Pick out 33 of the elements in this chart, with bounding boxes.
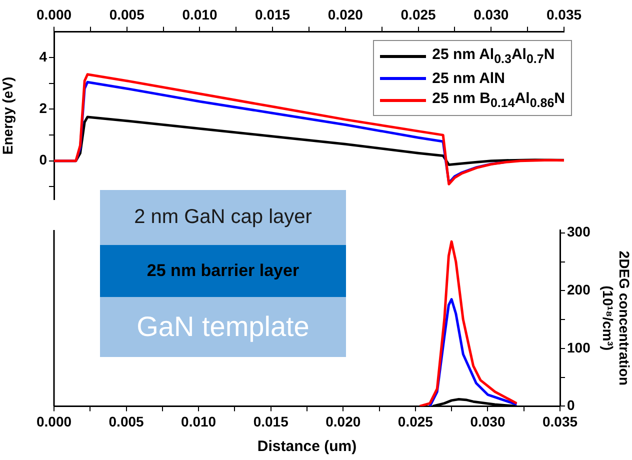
x-tick-label: 0.000 xyxy=(36,413,72,430)
y-tick-label: 0 xyxy=(39,152,48,168)
legend-label: 25 nm Al$_{0.3}$Al$_{0.7}$N xyxy=(432,46,555,66)
y-tick-label: 100 xyxy=(567,339,591,356)
y-tick-label: 0 xyxy=(567,397,575,414)
x-tick-label: 0.030 xyxy=(470,413,506,430)
y-tick-label: 2 xyxy=(39,100,48,116)
x-tick-label: 0.010 xyxy=(182,6,218,22)
x-axis-title: Distance (um) xyxy=(257,438,357,456)
y-tick-label: 200 xyxy=(567,282,591,298)
x-tick-label: 0.025 xyxy=(400,6,436,22)
x-tick-label: 0.020 xyxy=(326,413,361,430)
layer-stack: 2 nm GaN cap layer 25 nm barrier layer GaN template xyxy=(100,190,346,357)
x-tick-label: 0.025 xyxy=(398,413,434,430)
annotation: 25 nm barrier layer xyxy=(146,261,300,281)
x-tick-label: 0.035 xyxy=(542,413,578,430)
y-axis-title: Energy (eV) xyxy=(0,76,16,155)
x-tick-label: 0.000 xyxy=(36,6,72,22)
x-tick-label: 0.005 xyxy=(109,6,145,22)
y-tick-label: 300 xyxy=(567,224,591,240)
x-tick-label: 0.030 xyxy=(474,6,509,22)
annotation: GaN template xyxy=(136,311,310,343)
legend-label: 25 nm AlN xyxy=(432,70,505,86)
x-tick-label: 0.010 xyxy=(181,413,216,430)
y-tick-label: 4 xyxy=(39,48,48,64)
x-tick-label: 0.015 xyxy=(255,6,290,22)
x-tick-label: 0.035 xyxy=(546,6,582,22)
text: 2 nm GaN cap layer xyxy=(134,206,312,229)
x-tick-label: 0.020 xyxy=(328,6,364,22)
x-tick-label: 0.015 xyxy=(253,413,289,430)
legend-label: 25 nm B$_{0.14}$Al$_{0.86}$N xyxy=(432,90,565,110)
x-tick-label: 0.005 xyxy=(108,413,144,430)
y-axis-title: 2DEG concentration (10¹⁸/cm³) xyxy=(600,250,632,386)
